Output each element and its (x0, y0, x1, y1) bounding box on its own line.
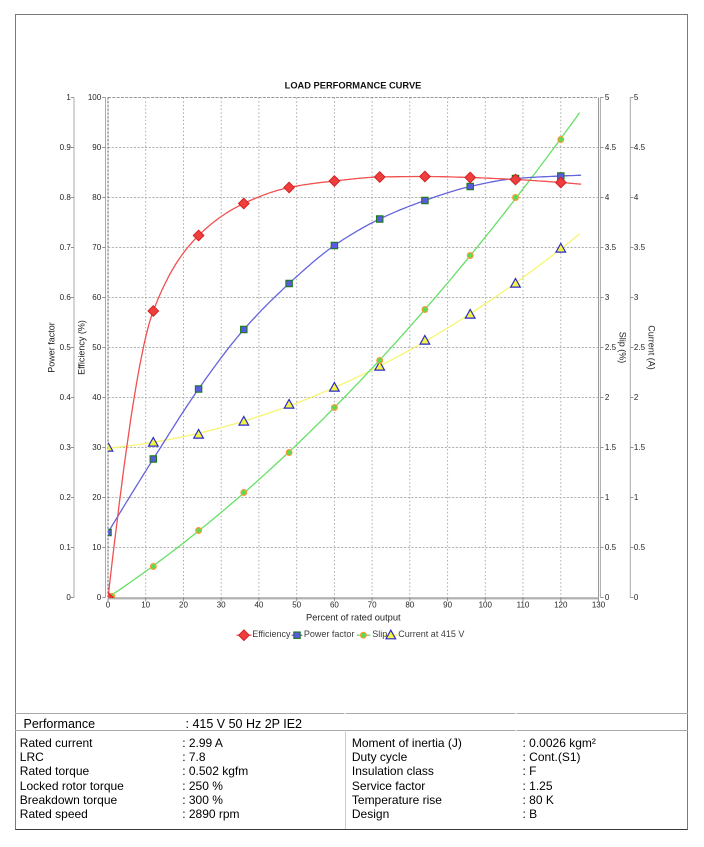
svg-text:90: 90 (443, 601, 452, 610)
svg-text:0.6: 0.6 (60, 293, 72, 302)
svg-text:Percent of rated output: Percent of rated output (306, 613, 401, 623)
svg-text:10: 10 (141, 601, 150, 610)
svg-text:70: 70 (92, 243, 101, 252)
svg-text:4.5: 4.5 (634, 143, 646, 152)
svg-text:Power factor: Power factor (304, 629, 355, 639)
svg-text:0: 0 (66, 593, 71, 602)
svg-text:3.5: 3.5 (605, 243, 617, 252)
svg-text:120: 120 (554, 601, 568, 610)
svg-text:Efficiency: Efficiency (252, 629, 291, 639)
svg-text:3: 3 (634, 293, 639, 302)
svg-text:0.5: 0.5 (634, 543, 646, 552)
svg-text:Slip: Slip (372, 629, 387, 639)
svg-text:0: 0 (634, 593, 639, 602)
svg-text:2: 2 (605, 393, 610, 402)
svg-text:20: 20 (179, 601, 188, 610)
svg-text:100: 100 (88, 93, 102, 102)
svg-text:Current at 415 V: Current at 415 V (398, 629, 464, 639)
svg-text:0.4: 0.4 (60, 393, 72, 402)
svg-text:130: 130 (592, 601, 606, 610)
svg-text:0: 0 (97, 593, 102, 602)
svg-text:40: 40 (254, 601, 263, 610)
svg-text:0: 0 (605, 593, 610, 602)
svg-text:1: 1 (605, 493, 610, 502)
svg-text:40: 40 (92, 393, 101, 402)
svg-text:Current (A): Current (A) (647, 325, 657, 370)
svg-text:1.5: 1.5 (634, 443, 646, 452)
svg-text:0.5: 0.5 (605, 543, 617, 552)
svg-text:30: 30 (217, 601, 226, 610)
svg-text:30: 30 (92, 443, 101, 452)
svg-text:2.5: 2.5 (634, 343, 646, 352)
svg-text:2: 2 (634, 393, 639, 402)
svg-text:Efficiency (%): Efficiency (%) (77, 320, 87, 375)
svg-text:0.5: 0.5 (60, 343, 72, 352)
svg-text:Power factor: Power factor (47, 322, 57, 373)
svg-text:10: 10 (92, 543, 101, 552)
svg-text:5: 5 (605, 93, 610, 102)
svg-text:50: 50 (92, 343, 101, 352)
svg-text:90: 90 (92, 143, 101, 152)
svg-text:2.5: 2.5 (605, 343, 617, 352)
svg-text:4: 4 (634, 193, 639, 202)
svg-text:4.5: 4.5 (605, 143, 617, 152)
svg-text:Slip (%): Slip (%) (617, 332, 627, 364)
svg-text:80: 80 (405, 601, 414, 610)
svg-text:110: 110 (517, 601, 530, 610)
svg-text:80: 80 (92, 193, 101, 202)
svg-text:1: 1 (66, 93, 71, 102)
svg-text:LOAD PERFORMANCE CURVE: LOAD PERFORMANCE CURVE (285, 81, 422, 91)
svg-text:100: 100 (479, 601, 493, 610)
svg-text:60: 60 (330, 601, 339, 610)
svg-text:0.7: 0.7 (60, 243, 72, 252)
svg-text:4: 4 (605, 193, 610, 202)
svg-text:5: 5 (634, 93, 639, 102)
svg-text:60: 60 (92, 293, 101, 302)
svg-text:0.8: 0.8 (60, 193, 72, 202)
svg-text:1: 1 (634, 493, 639, 502)
svg-text:3: 3 (605, 293, 610, 302)
svg-text:0.2: 0.2 (60, 493, 72, 502)
svg-text:3.5: 3.5 (634, 243, 646, 252)
svg-text:1.5: 1.5 (605, 443, 617, 452)
svg-text:0.9: 0.9 (60, 143, 72, 152)
svg-text:50: 50 (292, 601, 301, 610)
svg-text:0: 0 (106, 601, 111, 610)
svg-text:0.3: 0.3 (60, 443, 72, 452)
svg-text:0.1: 0.1 (60, 543, 72, 552)
svg-text:70: 70 (368, 601, 377, 610)
svg-text:20: 20 (92, 493, 101, 502)
